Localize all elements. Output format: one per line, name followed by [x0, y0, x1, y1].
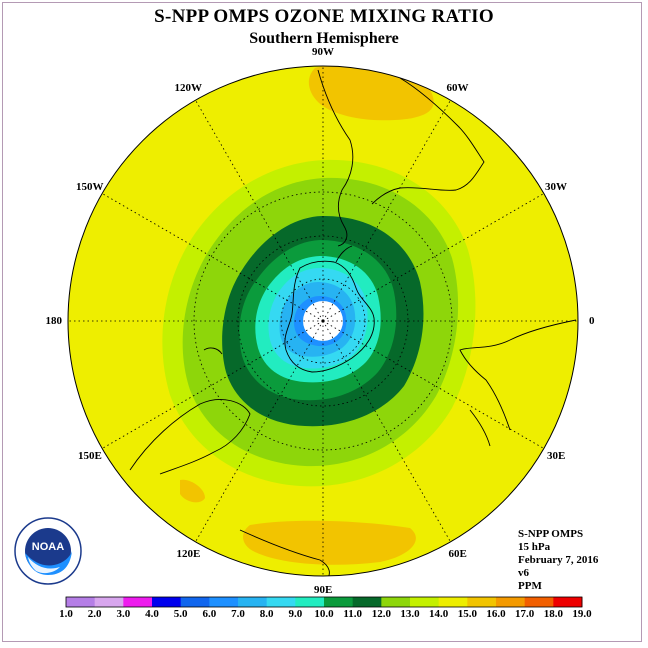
colorbar-tick-label: 2.0: [87, 608, 102, 620]
colorbar-tick-label: 3.0: [116, 608, 131, 620]
longitude-label: 30E: [546, 449, 566, 462]
coastlines: [129, 69, 577, 576]
longitude-label: 120W: [174, 82, 203, 95]
coast-south-america: [317, 69, 354, 247]
noaa-logo: NOAA: [14, 517, 82, 585]
patch-15-16-south: [243, 520, 416, 565]
info-level: 15 hPa: [518, 541, 551, 553]
meridian-line: [101, 193, 324, 322]
figure-frame: [2, 2, 642, 642]
meridian-line: [195, 320, 324, 543]
colorbar-tick-label: 1.0: [59, 608, 73, 620]
meridian-line: [322, 320, 451, 543]
longitude-label: 120E: [176, 547, 201, 560]
south-pole-marker: [321, 319, 325, 323]
longitude-label: 30W: [544, 180, 567, 193]
colorbar-tick-label: 17.0: [515, 608, 535, 620]
longitude-label: 60W: [446, 82, 469, 95]
meridians: [68, 66, 578, 576]
longitude-label: 90E: [314, 584, 333, 596]
coast-atlantic: [371, 77, 485, 205]
coast-new-zealand: [203, 347, 223, 355]
colorbar-tick-label: 11.0: [343, 608, 362, 620]
longitude-label: 60E: [448, 547, 467, 560]
info-date: February 7, 2016: [518, 554, 599, 566]
map-boundary: [67, 65, 579, 577]
coast-australia: [129, 399, 251, 475]
latitude-circle-70S: [237, 235, 409, 407]
meridian-line: [101, 320, 324, 449]
coast-madagascar: [469, 409, 491, 447]
colorbar-tick-label: 18.0: [543, 608, 563, 620]
longitude-label: 150W: [76, 180, 104, 193]
patch-15-16-west: [180, 479, 205, 503]
coast-africa: [459, 319, 577, 431]
colorbar-tick-label: 15.0: [457, 608, 477, 620]
colorbar-tick-label: 13.0: [400, 608, 420, 620]
meridian-line: [322, 99, 451, 322]
coast-antarctica: [284, 260, 375, 373]
colorbar-tick-label: 19.0: [572, 608, 592, 620]
colorbar-tick-label: 6.0: [202, 608, 217, 620]
map-subtitle: Southern Hemisphere: [249, 30, 399, 47]
colorbar-tick-label: 5.0: [173, 608, 188, 620]
colorbar-tick-label: 14.0: [429, 608, 449, 620]
colorbar-tick-label: 4.0: [145, 608, 159, 620]
longitude-label: 0: [589, 315, 595, 327]
noaa-logo-text: NOAA: [32, 541, 64, 553]
longitude-label: 150E: [78, 449, 102, 462]
colorbar-tick-label: 16.0: [486, 608, 506, 620]
longitude-label: 90W: [312, 46, 334, 58]
latitude-circle-60S: [193, 191, 453, 451]
coast-indonesia: [239, 529, 330, 576]
meridian-line: [322, 193, 545, 322]
info-instrument: S-NPP OMPS: [518, 528, 584, 540]
meridian-line: [322, 320, 545, 449]
info-units: PPM: [518, 580, 542, 592]
colorbar-tick-label: 10.0: [314, 608, 334, 620]
colorbar-tick-label: 7.0: [231, 608, 245, 620]
colorbar-tick-label: 8.0: [259, 608, 274, 620]
graticule: [68, 66, 578, 576]
colorbar-tick-label: 9.0: [288, 608, 303, 620]
longitude-label: 180: [45, 315, 63, 327]
info-version: v6: [518, 567, 529, 579]
coast-antarctic-peninsula: [335, 245, 353, 263]
colorbar-tick-label: 12.0: [371, 608, 391, 620]
map-title: S-NPP OMPS OZONE MIXING RATIO: [154, 6, 494, 27]
meridian-line: [195, 99, 324, 322]
